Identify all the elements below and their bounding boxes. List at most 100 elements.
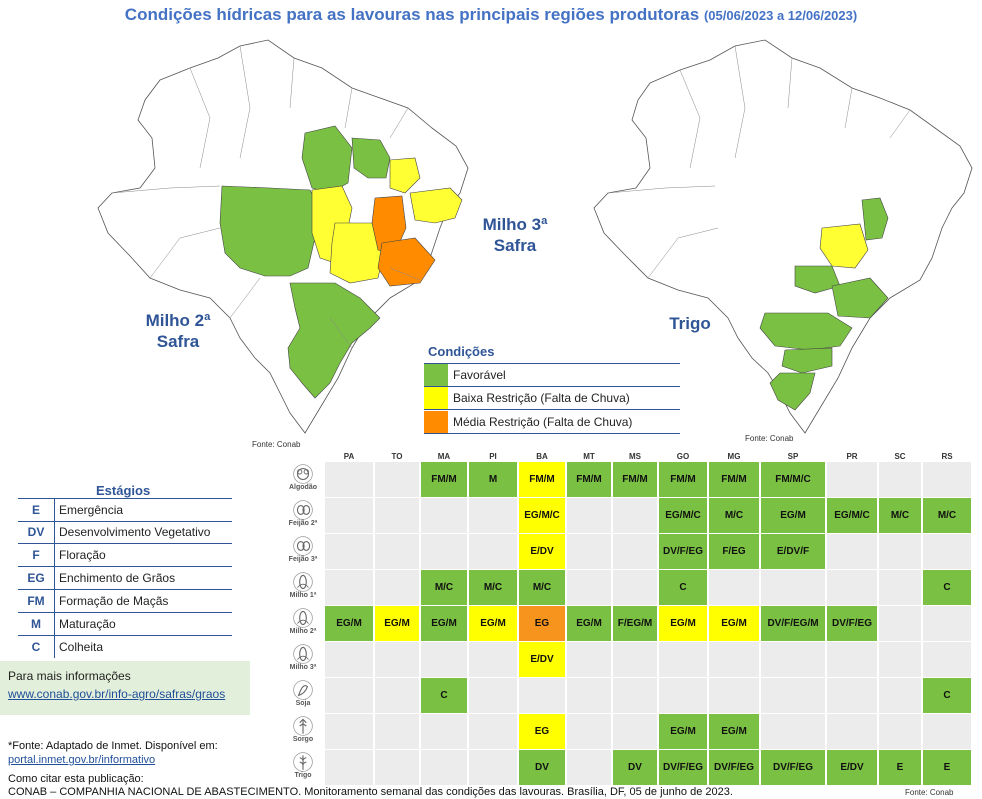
empty-cell [879,606,921,641]
footer-cite-label: Como citar esta publicação: [8,773,144,785]
empty-cell [761,678,825,713]
milho3-label-line2: Safra [493,236,537,255]
empty-cell [827,570,877,605]
footer-source: *Fonte: Adaptado de Inmet. Disponível em… [8,740,218,752]
stage-row: DV Desenvolvimento Vegetativo [18,521,232,544]
stage-code: DV [27,525,45,539]
stage-cell: DV/F/EG [761,750,825,785]
stage-cell: EG/M [469,606,517,641]
stages-title: Estágios [96,483,151,498]
empty-cell [567,678,611,713]
crop-name: Soja [295,700,311,707]
sorghum-icon [293,716,313,736]
stage-cell: C [659,570,707,605]
wheat-icon [293,752,313,772]
empty-cell [375,534,419,569]
empty-cell [375,750,419,785]
empty-cell [325,462,373,497]
stage-cell: EG/M [709,714,759,749]
empty-cell [827,462,877,497]
empty-cell [709,570,759,605]
stage-cell: E/DV [519,534,565,569]
empty-cell [375,642,419,677]
trigo-mg-green [861,197,889,241]
crop-name: Sorgo [292,736,314,743]
stage-cell: EG/M/C [519,498,565,533]
column-header-pr: PR [846,452,858,461]
title-dates: (05/06/2023 a 12/06/2023) [703,8,858,23]
empty-cell [827,714,877,749]
empty-cell [827,642,877,677]
stage-row: F Floração [18,544,232,567]
column-header-sp: SP [787,452,799,461]
empty-cell [827,534,877,569]
milho3-label-line1: Milho 3ª [482,215,548,234]
stage-cell: M/C [923,498,971,533]
empty-cell [613,498,657,533]
empty-cell [827,678,877,713]
crop-row-label: Milho 2ª [283,606,323,641]
table-source: Fonte: Conab [905,788,954,797]
bean-icon [293,536,313,556]
empty-cell [469,534,517,569]
legend-label: Média Restrição (Falta de Chuva) [453,415,633,429]
empty-cell [567,714,611,749]
empty-cell [613,678,657,713]
region-northeast-yellow [389,157,421,194]
empty-cell [375,714,419,749]
trigo-sc-green [781,347,833,374]
column-header-mt: MT [583,452,595,461]
empty-cell [567,498,611,533]
trigo-rs-green [769,372,816,411]
footer-cite-text: CONAB – COMPANHIA NACIONAL DE ABASTECIME… [8,786,733,798]
stage-cell: M [469,462,517,497]
stage-cell: F/EG [709,534,759,569]
empty-cell [421,642,467,677]
crop-name: Feijão 3ª [288,556,318,563]
stage-cell: EG/M [421,606,467,641]
stage-name: Colheita [59,640,104,654]
empty-cell [879,678,921,713]
crop-row-label: Trigo [283,750,323,785]
empty-cell [613,570,657,605]
empty-cell [375,570,419,605]
stage-name: Desenvolvimento Vegetativo [59,525,211,539]
empty-cell [761,714,825,749]
stage-cell: DV/F/EG [659,534,707,569]
column-header-to: TO [391,452,403,461]
empty-cell [325,642,373,677]
corn-icon [293,572,313,592]
page-title: Condições hídricas para as lavouras nas … [0,5,982,25]
empty-cell [375,462,419,497]
empty-cell [659,642,707,677]
empty-cell [761,642,825,677]
stage-cell: E/DV [827,750,877,785]
stage-cell: FM/M [709,462,759,497]
stage-cell: FM/M [519,462,565,497]
stage-row: C Colheita [18,636,232,658]
stage-cell: FM/M [659,462,707,497]
title-text: Condições hídricas para as lavouras nas … [124,5,700,24]
info-link[interactable]: www.conab.gov.br/info-agro/safras/graos [8,687,226,701]
map-label-trigo: Trigo [669,314,711,333]
stage-name: Maturação [59,617,116,631]
trigo-ms-green [794,265,841,294]
stage-cell: EG/M [567,606,611,641]
empty-cell [421,750,467,785]
empty-cell [659,678,707,713]
stage-code: F [32,548,40,562]
stage-cell: DV/F/EG [659,750,707,785]
stage-cell: E [923,750,971,785]
stage-cell: EG/M [659,714,707,749]
column-header-rs: RS [941,452,953,461]
stage-cell: E [879,750,921,785]
empty-cell [879,714,921,749]
empty-cell [567,570,611,605]
footer-source-link[interactable]: portal.inmet.gov.br/informativo [8,754,156,766]
stage-cell: E/DV/F [761,534,825,569]
empty-cell [469,498,517,533]
empty-cell [613,642,657,677]
stage-cell: DV [613,750,657,785]
empty-cell [879,642,921,677]
map-label-milho3: Milho 3ª Safra [465,214,565,256]
